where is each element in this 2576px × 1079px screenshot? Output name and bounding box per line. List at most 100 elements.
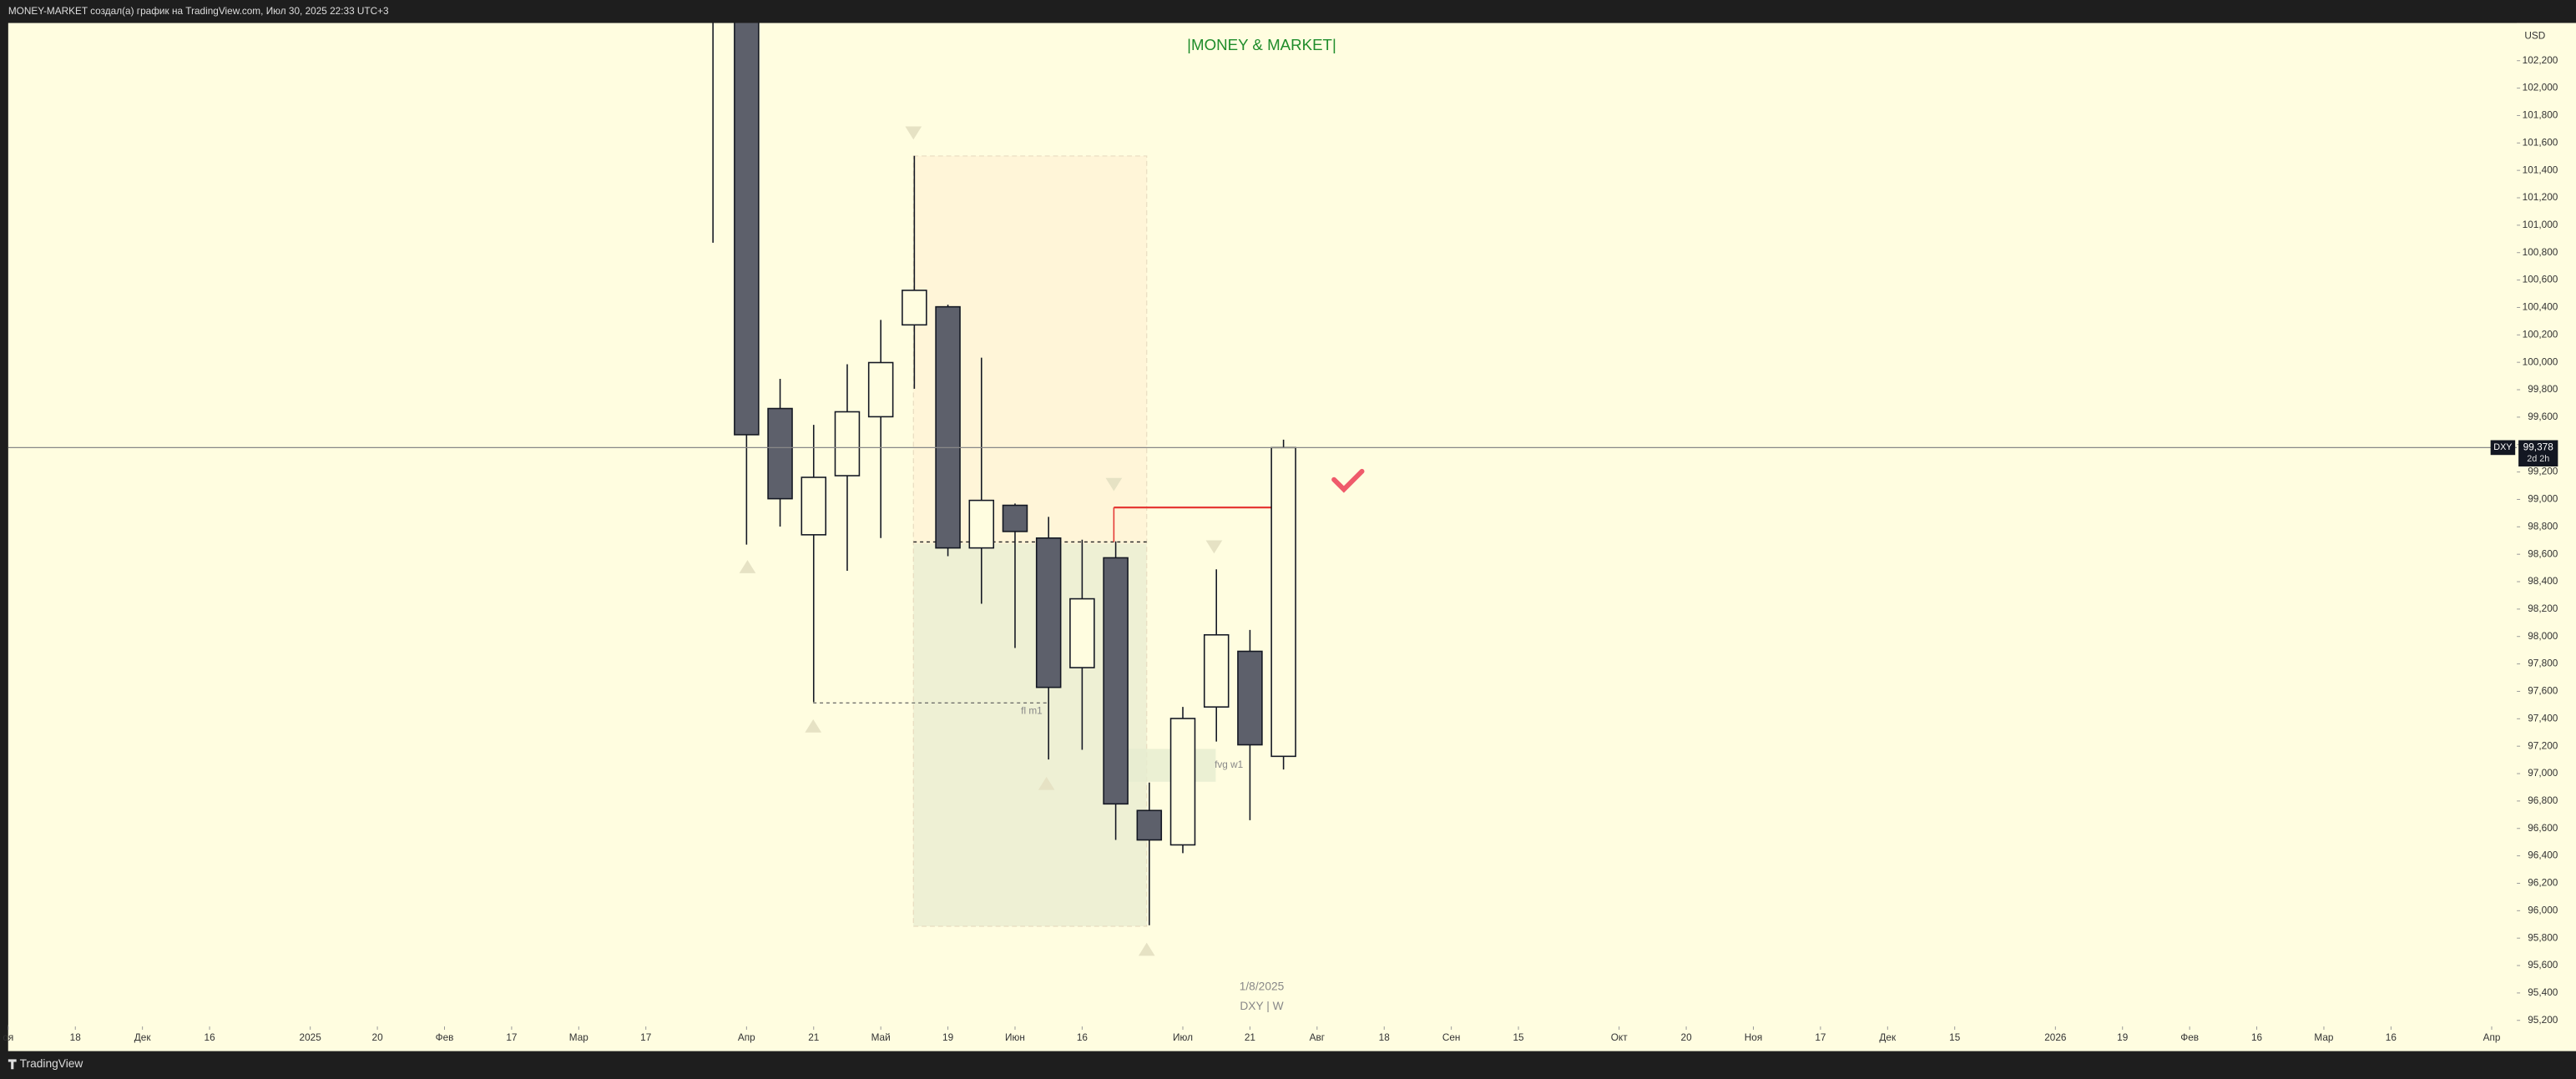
- y-tick-label: 99,600: [2528, 411, 2558, 422]
- y-tick-label: 101,400: [2523, 164, 2558, 175]
- y-tick-label: 95,800: [2528, 931, 2558, 943]
- candle-body: [801, 476, 827, 536]
- countdown: 2d 2h: [2527, 454, 2549, 464]
- x-tick-label: 15: [1949, 1031, 1961, 1043]
- y-tick-label: 95,200: [2528, 1014, 2558, 1026]
- y-tick-label: 98,800: [2528, 520, 2558, 532]
- candle-body: [1203, 633, 1230, 708]
- y-tick-label: 100,800: [2523, 246, 2558, 258]
- y-tick-label: 99,200: [2528, 466, 2558, 477]
- x-tick-label: 20: [372, 1031, 384, 1043]
- y-tick-label: 98,600: [2528, 547, 2558, 559]
- price-axis: [2517, 23, 2576, 1051]
- x-tick-label: 19: [942, 1031, 953, 1043]
- y-tick-label: 99,000: [2528, 493, 2558, 505]
- x-tick-label: 16: [1077, 1031, 1088, 1043]
- x-tick-label: Сен: [1442, 1031, 1461, 1043]
- watermark-date: 1/8/2025: [1240, 980, 1285, 992]
- candle-body: [1270, 446, 1296, 758]
- x-tick-label: Ноя: [1745, 1031, 1762, 1043]
- y-tick-label: 100,200: [2523, 328, 2558, 340]
- check-mark: [1331, 468, 1365, 493]
- x-tick-label: Апр: [738, 1031, 755, 1043]
- symbol-tag: [2490, 440, 2516, 456]
- x-tick-label: 18: [1379, 1031, 1391, 1043]
- y-tick-label: 95,400: [2528, 986, 2558, 998]
- x-tick-label: 20: [1681, 1031, 1693, 1043]
- x-tick-label: оя: [3, 1031, 13, 1043]
- y-tick-label: 101,800: [2523, 109, 2558, 121]
- annotation: fl m1: [1021, 704, 1043, 716]
- x-tick-label: Май: [871, 1031, 891, 1043]
- candle-body: [1035, 537, 1062, 688]
- y-tick-label: 100,600: [2523, 274, 2558, 285]
- last-price-tag: [2518, 440, 2558, 466]
- x-tick-label: 17: [1815, 1031, 1826, 1043]
- y-tick-label: 98,000: [2528, 630, 2558, 642]
- candle-body: [1002, 504, 1028, 532]
- symbol-label: DXY: [2493, 442, 2512, 452]
- x-tick-label: Окт: [1611, 1031, 1628, 1043]
- fvg-zone: [1114, 749, 1216, 782]
- candles: [712, 23, 1296, 925]
- x-tick-label: Мар: [2314, 1031, 2334, 1043]
- y-tick-label: 97,800: [2528, 658, 2558, 669]
- y-tick-label: 99,800: [2528, 383, 2558, 395]
- y-tick-label: 95,600: [2528, 959, 2558, 971]
- y-tick-label: 96,400: [2528, 850, 2558, 861]
- x-tick-label: 2025: [300, 1031, 322, 1043]
- zone-outline: [912, 155, 1148, 927]
- candle-body: [1069, 597, 1095, 668]
- x-tick-label: Мар: [569, 1031, 589, 1043]
- y-tick-label: 96,000: [2528, 904, 2558, 915]
- x-tick-label: Апр: [2483, 1031, 2501, 1043]
- x-tick-label: 17: [640, 1031, 651, 1043]
- brand-logo: [8, 1059, 17, 1070]
- candle-body: [1169, 718, 1196, 846]
- y-tick-label: 101,200: [2523, 191, 2558, 203]
- annotation: fvg w1: [1215, 759, 1243, 770]
- currency: USD: [2524, 29, 2545, 41]
- candle-body: [767, 407, 793, 500]
- candle-body: [935, 305, 961, 549]
- x-tick-label: 15: [1513, 1031, 1524, 1043]
- x-tick-label: Фев: [436, 1031, 454, 1043]
- markers: [739, 126, 1223, 956]
- y-tick-label: 101,000: [2523, 219, 2558, 230]
- y-tick-label: 98,200: [2528, 603, 2558, 614]
- x-tick-label: 16: [205, 1031, 216, 1043]
- brand: TradingView: [20, 1057, 83, 1070]
- candle-body: [1103, 557, 1129, 805]
- y-tick-label: 96,200: [2528, 877, 2558, 889]
- x-tick-label: 21: [1245, 1031, 1255, 1043]
- x-tick-label: Фев: [2180, 1031, 2199, 1043]
- x-tick-label: 21: [808, 1031, 819, 1043]
- candle-body: [1136, 809, 1163, 841]
- y-tick-label: 97,000: [2528, 767, 2558, 779]
- y-tick-label: 98,400: [2528, 575, 2558, 587]
- candle-body: [1237, 650, 1263, 746]
- candle-body: [834, 411, 861, 476]
- x-tick-label: Июл: [1173, 1031, 1193, 1043]
- x-tick-label: 17: [506, 1031, 517, 1043]
- y-tick-label: 100,000: [2523, 355, 2558, 367]
- y-tick-label: 96,800: [2528, 794, 2558, 806]
- x-tick-label: 19: [2117, 1031, 2128, 1043]
- candle-body: [867, 361, 894, 418]
- x-tick-label: 16: [2251, 1031, 2263, 1043]
- x-tick-label: 18: [70, 1031, 82, 1043]
- chart-title: |MONEY & MARKET|: [1187, 36, 1336, 53]
- y-tick-label: 102,000: [2523, 82, 2558, 93]
- x-tick-label: Дек: [1879, 1031, 1897, 1043]
- y-tick-label: 97,200: [2528, 739, 2558, 751]
- x-tick-label: Авг: [1310, 1031, 1325, 1043]
- y-tick-label: 101,600: [2523, 136, 2558, 148]
- x-tick-label: 2026: [2044, 1031, 2067, 1043]
- candle-body: [734, 23, 760, 436]
- candle-body: [902, 290, 927, 326]
- candle-body: [968, 499, 995, 549]
- header: MONEY-MARKET создал(а) график на Trading…: [8, 5, 389, 17]
- watermark-symbol: DXY | W: [1240, 1000, 1283, 1012]
- x-tick-label: Дек: [134, 1031, 152, 1043]
